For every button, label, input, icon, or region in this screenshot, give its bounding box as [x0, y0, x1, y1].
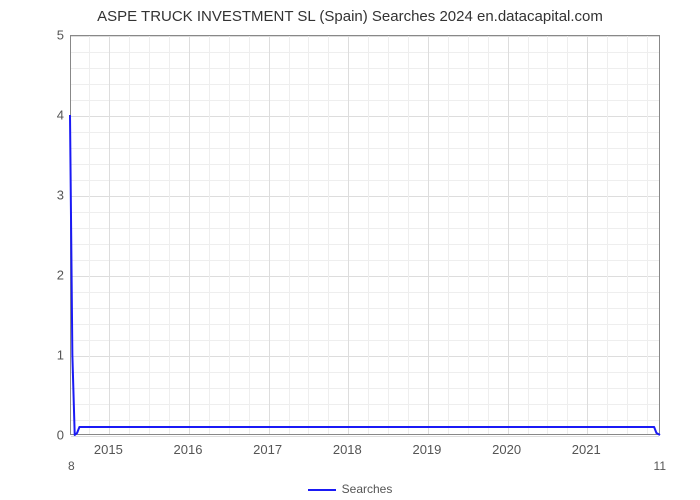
- x-tick-label: 2020: [492, 442, 521, 457]
- y-tick-label: 0: [34, 428, 64, 443]
- y-tick-label: 4: [34, 108, 64, 123]
- x-tick-label: 2018: [333, 442, 362, 457]
- corner-label-bl: 8: [68, 459, 75, 473]
- legend-label: Searches: [342, 482, 393, 496]
- y-tick-label: 5: [34, 28, 64, 43]
- legend-line-icon: [308, 489, 336, 491]
- x-tick-label: 2016: [174, 442, 203, 457]
- legend: Searches: [0, 482, 700, 496]
- chart-container: ASPE TRUCK INVESTMENT SL (Spain) Searche…: [0, 0, 700, 500]
- chart-title: ASPE TRUCK INVESTMENT SL (Spain) Searche…: [0, 0, 700, 25]
- y-tick-label: 2: [34, 268, 64, 283]
- y-tick-label: 1: [34, 348, 64, 363]
- plot-area: 2015201620172018201920202021 8 11: [70, 35, 660, 435]
- y-axis-ticks: 012345: [0, 35, 70, 435]
- x-tick-label: 2019: [412, 442, 441, 457]
- corner-label-br: 11: [654, 459, 666, 473]
- y-tick-label: 3: [34, 188, 64, 203]
- x-tick-label: 2015: [94, 442, 123, 457]
- line-series: [70, 35, 660, 435]
- x-tick-label: 2021: [572, 442, 601, 457]
- x-tick-label: 2017: [253, 442, 282, 457]
